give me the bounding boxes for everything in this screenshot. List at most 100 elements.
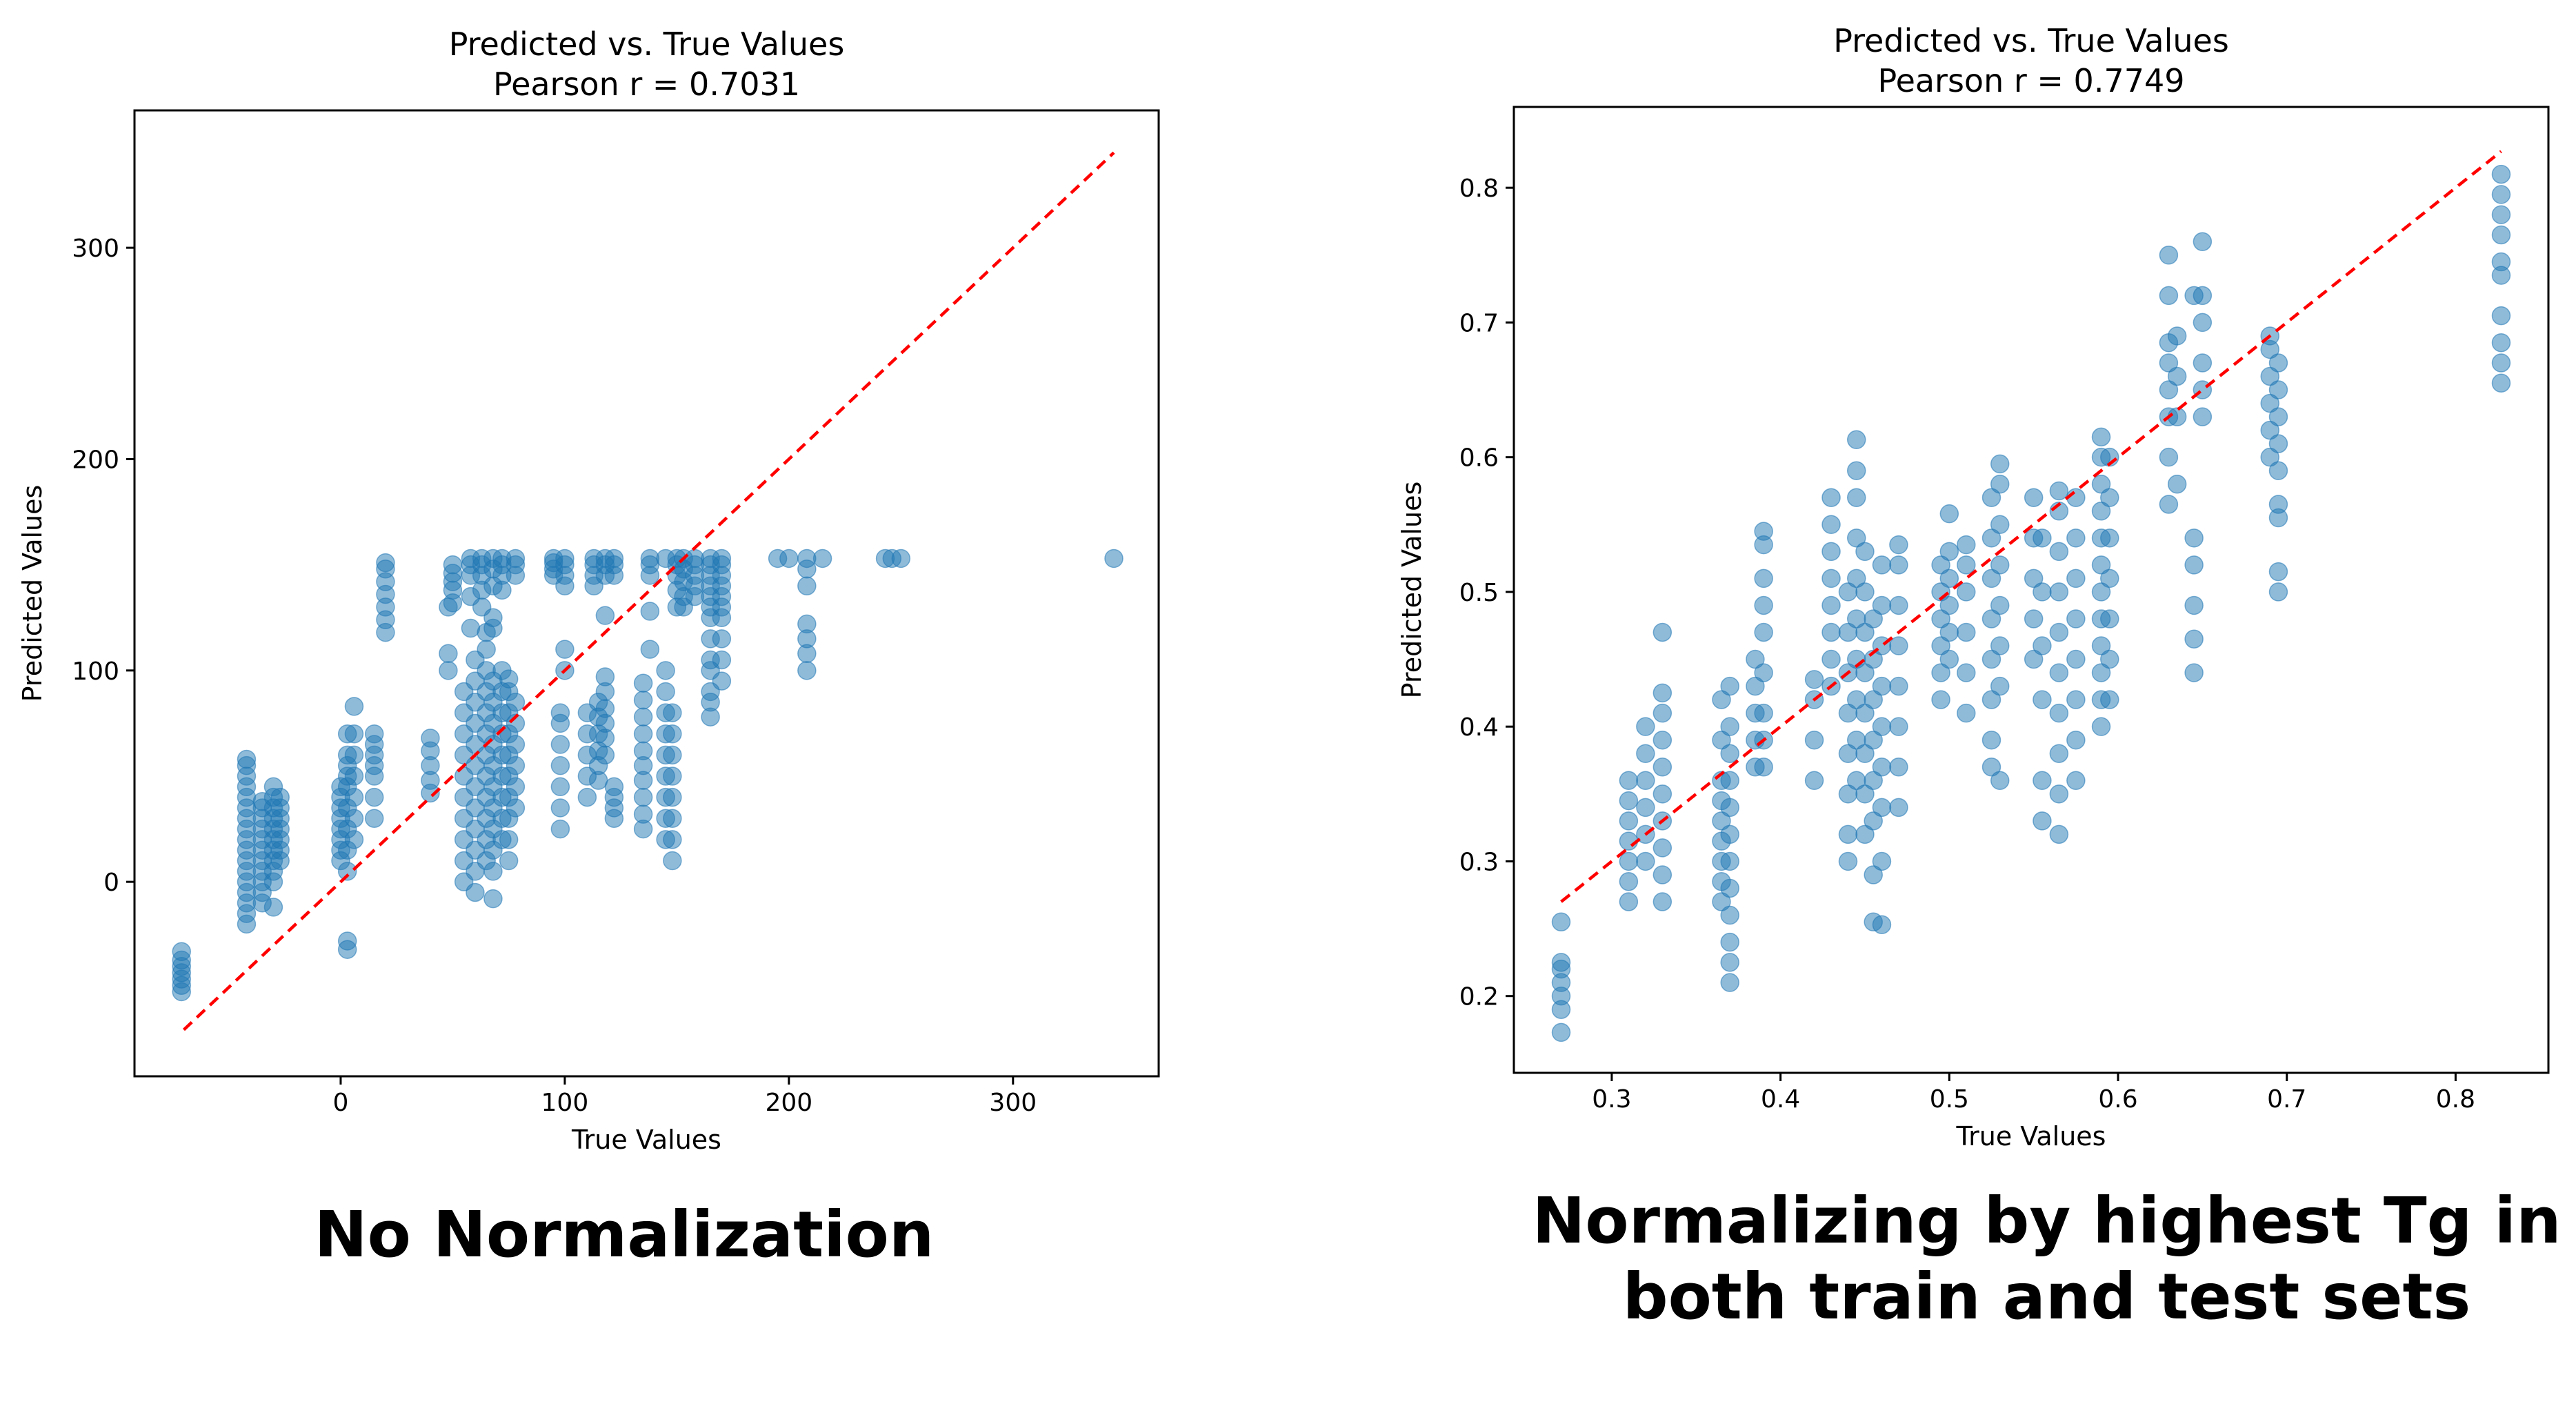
data-point: [1931, 663, 1950, 682]
data-point: [1981, 609, 2001, 629]
data-point: [483, 889, 503, 909]
y-tick-label: 0.7: [1459, 309, 1499, 337]
data-point: [2091, 717, 2111, 736]
data-point: [2049, 744, 2069, 763]
data-point: [439, 644, 458, 664]
data-point: [1889, 676, 1908, 696]
data-point: [1855, 744, 1875, 763]
data-point: [1720, 771, 1739, 791]
data-point: [595, 699, 615, 718]
data-point: [891, 548, 911, 568]
y-tick-label: 0: [103, 869, 119, 897]
data-point: [2167, 366, 2187, 386]
data-point: [663, 767, 682, 786]
data-point: [1619, 871, 1639, 891]
data-point: [2033, 636, 2052, 655]
data-point: [640, 602, 660, 621]
data-point: [506, 693, 526, 712]
chart-subtitle: Pearson r = 0.7749: [1877, 62, 2184, 99]
data-point: [337, 931, 357, 951]
data-point: [2033, 690, 2052, 709]
data-point: [344, 809, 364, 829]
y-tick-label: 0.3: [1459, 848, 1499, 876]
caption-no-normalization: No Normalization: [314, 1198, 935, 1272]
data-point: [1872, 915, 1892, 934]
data-point: [2260, 366, 2279, 386]
data-point: [1720, 905, 1739, 925]
chart-subtitle: Pearson r = 0.7031: [493, 66, 800, 103]
data-point: [555, 640, 575, 659]
data-point: [1889, 758, 1908, 777]
data-point: [1872, 758, 1892, 777]
data-point: [663, 703, 682, 722]
data-point: [712, 629, 732, 649]
data-point: [2491, 252, 2511, 272]
data-point: [1720, 717, 1739, 736]
data-point: [172, 942, 191, 962]
data-point: [1939, 649, 1959, 669]
data-point: [1846, 568, 1866, 589]
data-point: [506, 735, 526, 754]
data-point: [483, 608, 503, 627]
data-point: [1838, 851, 1858, 871]
data-point: [2193, 286, 2213, 306]
chart-title: Predicted vs. True Values: [1833, 22, 2229, 59]
x-tick-label: 0.4: [1761, 1085, 1800, 1114]
data-point: [1653, 838, 1673, 858]
data-point: [2268, 380, 2288, 399]
data-point: [499, 669, 519, 689]
data-point: [2193, 353, 2213, 373]
data-point: [2100, 528, 2119, 548]
x-axis-label: True Values: [571, 1125, 721, 1155]
y-tick-label: 0.4: [1459, 713, 1499, 742]
data-point: [2491, 164, 2511, 184]
data-point: [2049, 582, 2069, 602]
data-point: [1864, 690, 1883, 709]
x-tick-label: 0.5: [1930, 1085, 1969, 1114]
data-point: [1990, 555, 2010, 575]
data-point: [1864, 811, 1883, 831]
y-tick-label: 0.5: [1459, 579, 1499, 607]
data-point: [663, 830, 682, 849]
data-point: [797, 661, 817, 680]
data-point: [797, 614, 817, 634]
data-point: [1551, 953, 1571, 972]
data-point: [2024, 609, 2044, 629]
data-point: [1754, 522, 1773, 541]
data-point: [1990, 676, 2010, 696]
data-point: [1931, 555, 1950, 575]
data-point: [2091, 502, 2111, 521]
data-point: [1990, 515, 2010, 535]
data-point: [2100, 609, 2119, 629]
caption-normalized-line1: Normalizing by highest Tg in: [1532, 1184, 2562, 1258]
data-point: [2049, 784, 2069, 804]
data-point: [376, 553, 395, 573]
data-point: [364, 809, 384, 829]
data-point: [1957, 555, 1976, 575]
data-point: [1821, 542, 1841, 562]
data-point: [1821, 622, 1841, 642]
data-point: [2491, 333, 2511, 353]
data-point: [364, 787, 384, 807]
data-point: [506, 548, 526, 568]
data-point: [1653, 865, 1673, 884]
data-point: [237, 749, 257, 769]
data-point: [1889, 555, 1908, 575]
data-point: [2167, 474, 2187, 494]
y-tick-label: 300: [72, 235, 119, 263]
data-point: [1838, 824, 1858, 844]
data-point: [550, 819, 570, 839]
data-point: [712, 548, 732, 568]
data-point: [1653, 892, 1673, 911]
data-point: [477, 640, 496, 659]
data-point: [1889, 535, 1908, 555]
data-point: [1720, 824, 1739, 844]
data-point: [1939, 595, 1959, 615]
data-point: [633, 707, 653, 726]
data-point: [1821, 649, 1841, 669]
data-point: [2066, 609, 2086, 629]
data-point: [2184, 629, 2204, 649]
data-point: [2091, 555, 2111, 575]
data-point: [1872, 555, 1892, 575]
